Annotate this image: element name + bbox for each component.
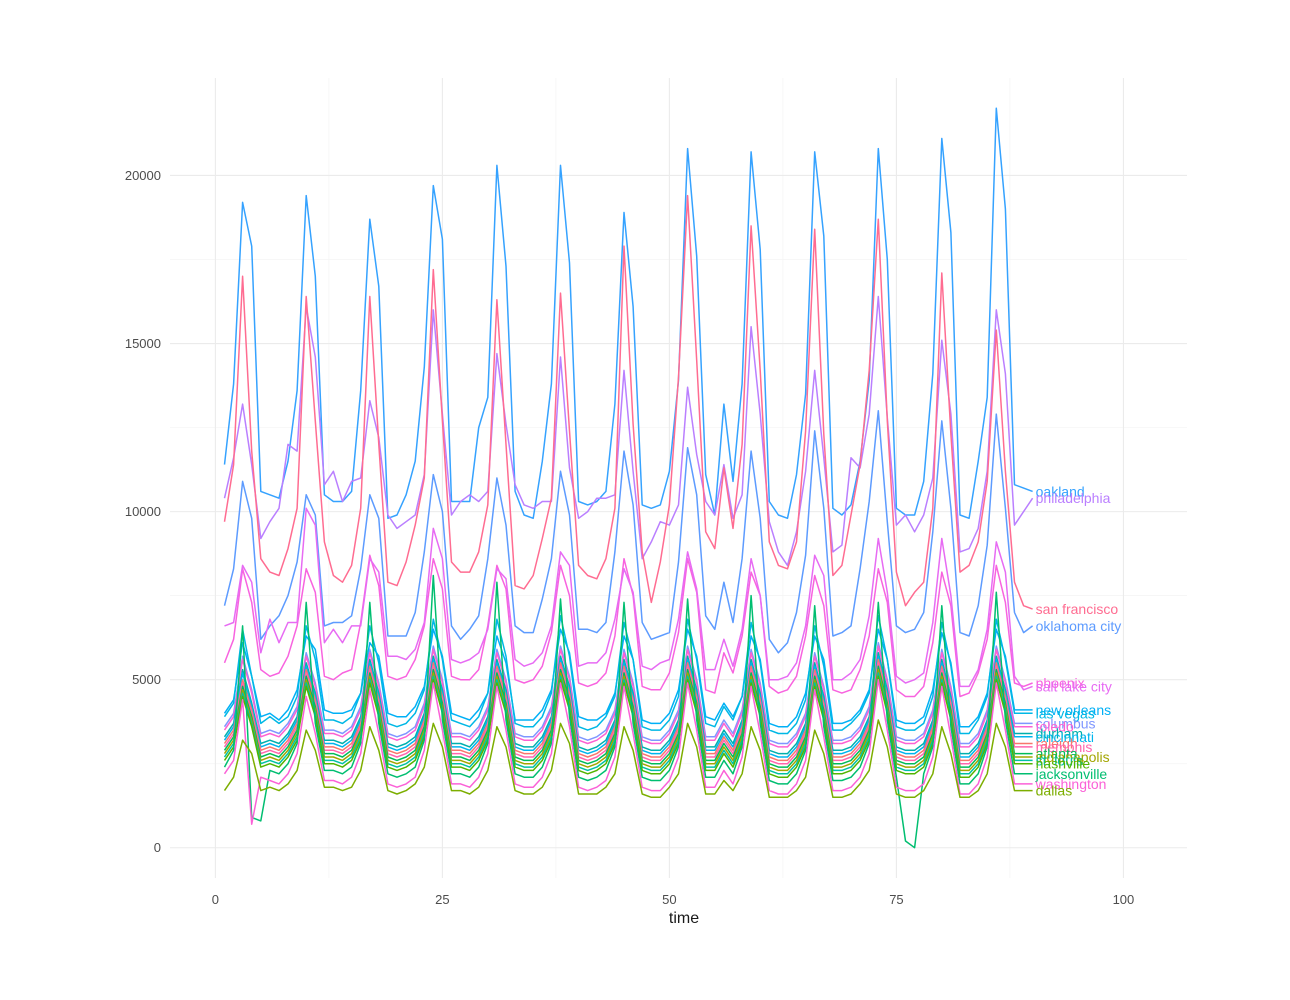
series-line-oakland <box>223 107 1033 520</box>
x-tick-label: 50 <box>662 892 676 907</box>
y-tick-label: 0 <box>154 840 161 855</box>
series-end-label: oklahoma city <box>1036 618 1122 634</box>
x-tick-label: 100 <box>1113 892 1135 907</box>
series-end-label: washington <box>1035 776 1107 792</box>
y-tick-label: 5000 <box>132 672 161 687</box>
series-end-label: san francisco <box>1036 601 1119 617</box>
series-end-label: jacksonville <box>1035 766 1108 782</box>
series-line-oklahoma-city <box>223 410 1034 654</box>
series-end-label: new orleans <box>1036 702 1112 718</box>
x-tick-label: 25 <box>435 892 449 907</box>
series-end-label: indianapolis <box>1036 749 1110 765</box>
series-end-label: cincinnati <box>1036 729 1094 745</box>
series-end-label: oakland <box>1036 483 1085 499</box>
series-end-label: las vegas <box>1036 705 1095 721</box>
series-line-washington <box>223 678 1033 825</box>
series-end-label: toledo <box>1036 719 1074 735</box>
series-line-phoenix <box>223 554 1033 698</box>
series-end-label: salt lake city <box>1036 678 1112 694</box>
series-line-nashville <box>223 675 1033 778</box>
x-tick-label: 75 <box>889 892 903 907</box>
y-tick-label: 10000 <box>125 504 161 519</box>
series-line-cincinnati <box>223 655 1033 758</box>
grid-lines <box>170 78 1187 878</box>
y-tick-label: 15000 <box>125 336 161 351</box>
x-axis-title: time <box>669 910 699 927</box>
series-line-salt-lake-city <box>224 507 1033 691</box>
series-line-san-francisco <box>223 194 1033 610</box>
axis-tick-labels: 0 25 50 75 100 0 5000 10000 15000 20000 <box>125 168 1134 907</box>
x-tick-label: 0 <box>212 892 219 907</box>
series-end-label: columbus <box>1036 715 1096 731</box>
series-end-label: durham <box>1036 725 1083 741</box>
series-end-label: atlanta <box>1036 746 1078 762</box>
series-line-indianapolis <box>223 668 1033 772</box>
series-end-label: raleigh <box>1036 736 1078 752</box>
series-line-memphis <box>223 662 1033 765</box>
series-line-dallas <box>223 719 1033 799</box>
series-line-las-vegas <box>223 615 1033 735</box>
series-line-philadelphia <box>223 295 1034 567</box>
series-end-label: dallas <box>1036 783 1073 799</box>
series-lines <box>223 107 1034 849</box>
series-end-label: nashville <box>1036 756 1091 772</box>
series-line-durham <box>223 652 1033 755</box>
series-line-atlanta <box>223 665 1033 768</box>
series-line-st-louis <box>223 672 1033 775</box>
series-end-label: philadelphia <box>1036 490 1111 506</box>
series-end-label: st. louis <box>1036 752 1083 768</box>
series-end-label: phoenix <box>1036 675 1085 691</box>
series-line-raleigh <box>223 658 1033 762</box>
series-end-label: memphis <box>1036 739 1093 755</box>
y-tick-label: 20000 <box>125 168 161 183</box>
